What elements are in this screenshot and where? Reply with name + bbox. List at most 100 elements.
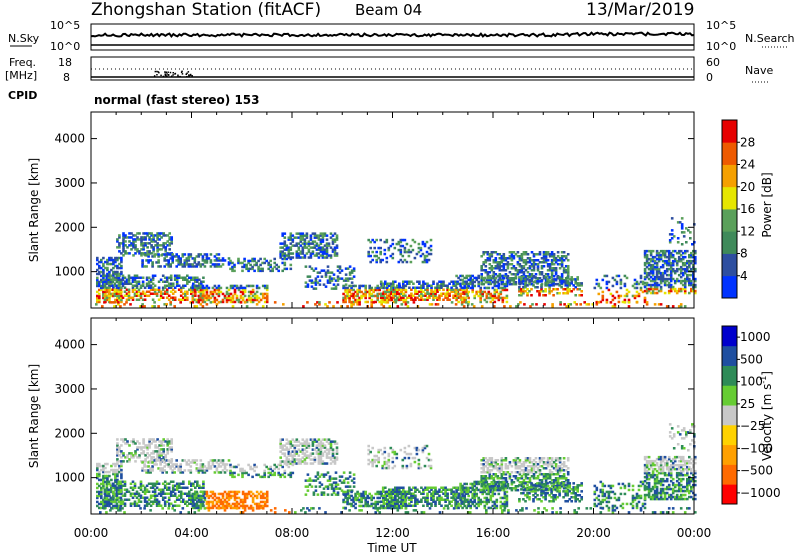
heatmap-cell bbox=[690, 267, 693, 271]
heatmap-cell bbox=[223, 467, 227, 470]
heatmap-cell bbox=[283, 252, 287, 255]
heatmap-cell bbox=[605, 282, 609, 286]
heatmap-cell bbox=[182, 286, 185, 289]
heatmap-cell bbox=[334, 285, 338, 288]
heatmap-cell bbox=[514, 277, 518, 280]
noise-search-label: N.Search bbox=[745, 32, 795, 45]
heatmap-cell bbox=[161, 286, 165, 289]
heatmap-cell bbox=[162, 244, 166, 247]
heatmap-cell bbox=[103, 280, 107, 283]
heatmap-cell bbox=[108, 500, 111, 504]
heatmap-cell bbox=[157, 500, 161, 503]
heatmap-cell bbox=[142, 450, 145, 453]
heatmap-cell bbox=[131, 298, 135, 301]
heatmap-cell bbox=[467, 284, 471, 288]
heatmap-cell bbox=[526, 278, 529, 281]
heatmap-cell bbox=[211, 290, 215, 294]
heatmap-cell bbox=[263, 286, 267, 290]
heatmap-cell bbox=[223, 506, 227, 510]
heatmap-cell bbox=[109, 498, 113, 501]
heatmap-cell bbox=[452, 290, 455, 293]
heatmap-cell bbox=[444, 294, 447, 297]
heatmap-cell bbox=[253, 469, 256, 473]
heatmap-cell bbox=[229, 300, 233, 304]
heatmap-cell bbox=[615, 290, 619, 294]
heatmap-cell bbox=[120, 438, 123, 441]
heatmap-cell bbox=[279, 446, 283, 449]
heatmap-cell bbox=[106, 470, 109, 474]
heatmap-cell bbox=[199, 469, 203, 472]
heatmap-cell bbox=[177, 261, 181, 264]
heatmap-cell bbox=[293, 236, 297, 239]
heatmap-cell bbox=[247, 296, 251, 300]
heatmap-cell bbox=[427, 258, 431, 262]
heatmap-cell bbox=[119, 500, 123, 503]
heatmap-cell bbox=[486, 259, 490, 262]
heatmap-cell bbox=[269, 467, 273, 471]
heatmap-cell bbox=[344, 496, 347, 500]
heatmap-cell bbox=[312, 493, 316, 496]
heatmap-cell bbox=[119, 502, 123, 505]
heatmap-cell bbox=[169, 465, 173, 468]
heatmap-cell bbox=[502, 257, 506, 260]
heatmap-cell bbox=[595, 282, 599, 286]
heatmap-cell bbox=[672, 235, 676, 238]
heatmap-cell bbox=[465, 282, 469, 286]
heatmap-cell bbox=[605, 286, 609, 290]
heatmap-cell bbox=[98, 490, 101, 494]
heatmap-cell bbox=[498, 267, 502, 270]
heatmap-cell bbox=[134, 450, 137, 453]
heatmap-cell bbox=[333, 250, 337, 253]
heatmap-cell bbox=[295, 242, 299, 245]
heatmap-cell bbox=[98, 472, 101, 476]
heatmap-cell bbox=[313, 458, 317, 461]
heatmap-cell bbox=[167, 504, 171, 507]
heatmap-cell bbox=[103, 492, 107, 495]
heatmap-cell bbox=[177, 469, 181, 472]
heatmap-cell bbox=[400, 490, 404, 494]
heatmap-cell bbox=[132, 238, 135, 241]
heatmap-cell bbox=[556, 276, 559, 279]
heatmap-cell bbox=[217, 496, 221, 500]
heatmap-cell bbox=[655, 269, 659, 273]
heatmap-cell bbox=[321, 234, 325, 237]
heatmap-cell bbox=[129, 276, 133, 279]
heatmap-cell bbox=[217, 290, 221, 294]
heatmap-cell bbox=[536, 280, 539, 283]
heatmap-cell bbox=[305, 246, 309, 249]
heatmap-cell bbox=[544, 259, 548, 262]
heatmap-cell bbox=[329, 236, 333, 239]
heatmap-cell bbox=[509, 305, 512, 308]
heatmap-cell bbox=[279, 456, 283, 459]
heatmap-cell bbox=[309, 438, 313, 441]
heatmap-cell bbox=[169, 301, 173, 304]
heatmap-cell bbox=[546, 269, 550, 272]
heatmap-cell bbox=[127, 296, 131, 299]
heatmap-cell bbox=[459, 294, 462, 298]
heatmap-cell bbox=[193, 502, 197, 506]
heatmap-cell bbox=[327, 450, 331, 453]
heatmap-cell bbox=[119, 282, 123, 285]
heatmap-cell bbox=[671, 253, 675, 257]
heatmap-cell bbox=[120, 492, 123, 496]
heatmap-cell bbox=[396, 490, 399, 493]
heatmap-cell bbox=[157, 265, 160, 268]
heatmap-cell bbox=[497, 286, 501, 290]
heatmap-cell bbox=[384, 494, 387, 497]
heatmap-cell bbox=[311, 240, 315, 243]
heatmap-cell bbox=[287, 460, 291, 463]
heatmap-cell bbox=[515, 305, 518, 308]
heatmap-cell bbox=[147, 259, 150, 262]
heatmap-cell bbox=[301, 250, 305, 253]
heatmap-cell bbox=[153, 292, 157, 295]
heatmap-cell bbox=[538, 271, 542, 274]
freq-point bbox=[191, 75, 193, 77]
heatmap-cell bbox=[360, 498, 363, 502]
heatmap-cell bbox=[566, 276, 570, 279]
heatmap-cell bbox=[378, 490, 382, 494]
heatmap-cell bbox=[309, 246, 313, 249]
heatmap-cell bbox=[568, 278, 572, 281]
heatmap-cell bbox=[395, 242, 399, 246]
heatmap-cell bbox=[152, 440, 155, 443]
